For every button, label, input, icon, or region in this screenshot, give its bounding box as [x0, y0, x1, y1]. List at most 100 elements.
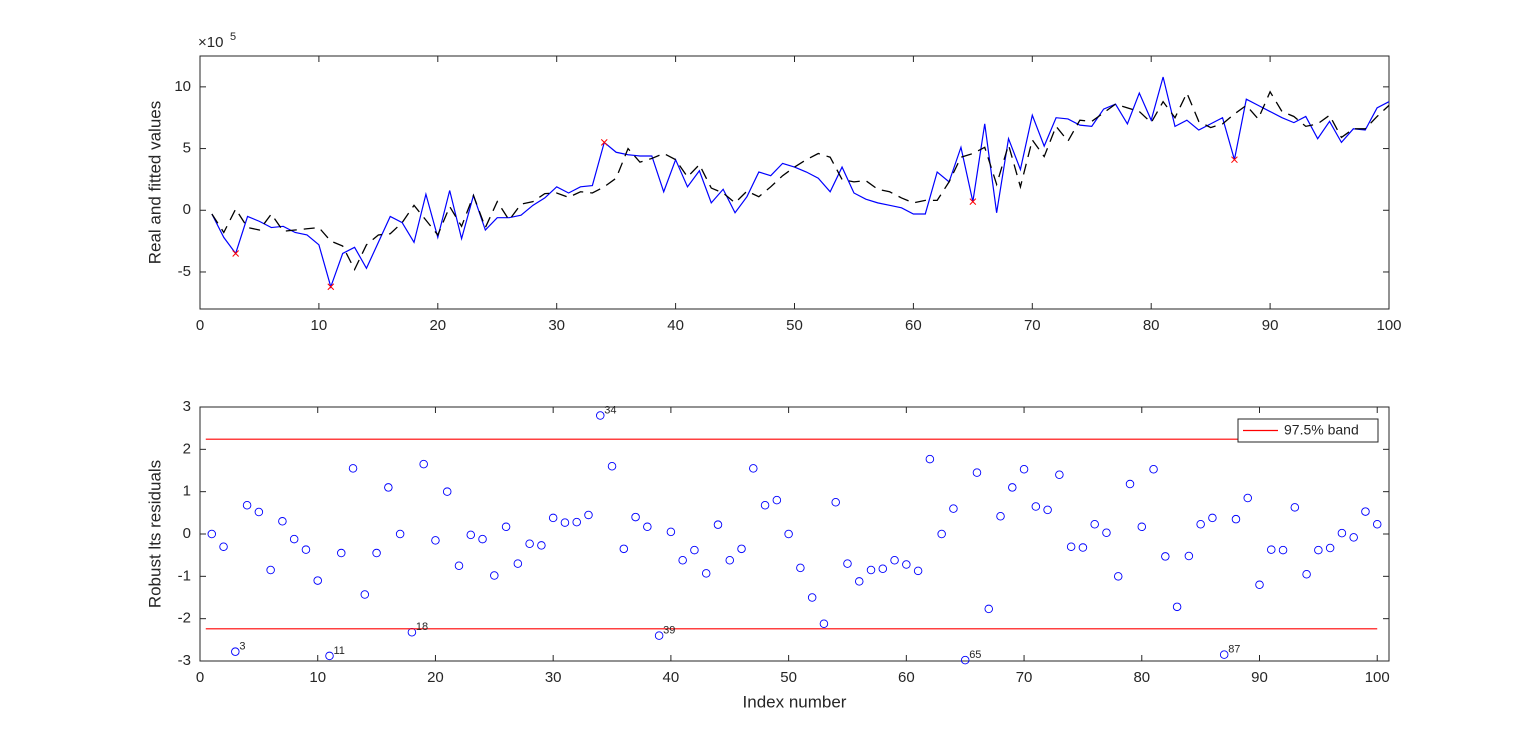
data-point	[513, 559, 523, 568]
data-point	[1361, 507, 1370, 516]
y-tick-label: 0	[183, 525, 191, 542]
data-point	[678, 555, 687, 565]
data-point	[1349, 533, 1358, 542]
x-tick-label: 0	[196, 669, 204, 686]
data-point	[596, 411, 605, 420]
outlier-marker	[232, 250, 240, 257]
x-tick-label: 30	[545, 669, 562, 686]
data-point	[619, 544, 629, 554]
data-point	[1231, 514, 1241, 524]
y-tick-label: -5	[178, 263, 191, 280]
data-point	[725, 555, 735, 565]
data-point	[854, 577, 864, 586]
x-tick-label: 80	[1143, 317, 1160, 334]
point-label: 3	[239, 641, 245, 653]
data-point	[242, 500, 252, 510]
x-tick-label: 0	[196, 317, 204, 334]
y-tick-label: -3	[178, 652, 191, 669]
data-point	[501, 522, 511, 532]
x-tick-label: 60	[898, 669, 915, 686]
data-point	[325, 651, 334, 661]
data-point	[1267, 545, 1276, 554]
data-point	[1219, 650, 1229, 659]
data-line	[211, 90, 1390, 271]
x-tick-label: 100	[1376, 317, 1401, 334]
x-tick-label: 50	[786, 317, 803, 334]
data-point	[1372, 520, 1382, 529]
data-point	[843, 559, 852, 568]
data-point	[548, 513, 558, 523]
data-point	[466, 530, 476, 540]
data-point	[925, 454, 935, 464]
data-point	[784, 529, 793, 539]
data-line	[211, 76, 1390, 289]
data-point	[1255, 580, 1264, 590]
y-tick-label: 3	[183, 398, 191, 415]
data-point	[360, 590, 370, 599]
data-point	[1019, 464, 1029, 474]
y-tick-label: -2	[178, 610, 191, 627]
point-label: 87	[1228, 644, 1240, 656]
data-point	[690, 545, 699, 555]
axes: 0 10 20 30 40 50 60 70 80 90 100 -3 -2 -1 0 1 2 3 Robust l…	[145, 398, 1389, 712]
data-point	[337, 548, 346, 558]
data-point	[231, 647, 240, 656]
data-point	[584, 510, 593, 520]
y-tick-label: 5	[183, 140, 191, 157]
y-tick-label: -1	[178, 567, 191, 584]
data-point	[1290, 503, 1300, 512]
data-point	[878, 564, 888, 573]
data-point	[207, 529, 217, 539]
data-point	[490, 571, 499, 580]
axes: 0 10 20 30 40 50 60 70 80 90 100 -5 0 5 10 Real and fit…	[145, 31, 1401, 334]
data-point	[1184, 551, 1194, 561]
data-point	[807, 593, 817, 602]
data-point	[266, 565, 275, 575]
data-point	[1161, 552, 1170, 561]
data-point	[278, 517, 287, 526]
data-point	[1149, 464, 1158, 474]
data-point	[395, 529, 405, 539]
data-point	[1102, 528, 1111, 537]
outlier-marker	[1231, 156, 1238, 164]
data-point	[772, 495, 782, 505]
data-point	[996, 511, 1005, 521]
data-point	[1314, 545, 1323, 555]
x-tick-label: 90	[1251, 669, 1268, 686]
data-point	[1125, 479, 1135, 489]
data-point	[1043, 505, 1052, 515]
data-point	[1337, 528, 1347, 538]
outlier-marker	[600, 139, 608, 146]
data-point	[902, 560, 911, 569]
data-point	[454, 561, 464, 571]
data-point	[1196, 520, 1205, 529]
data-point	[1325, 543, 1335, 553]
y-tick-label: 10	[174, 78, 191, 95]
data-point	[384, 483, 393, 492]
data-point	[831, 498, 840, 507]
data-point	[572, 517, 581, 527]
data-point	[289, 534, 299, 544]
data-point	[1208, 513, 1217, 523]
data-point	[949, 504, 958, 513]
x-tick-label: 70	[1024, 317, 1041, 334]
data-point	[1090, 520, 1099, 529]
data-point	[760, 500, 770, 510]
x-tick-label: 70	[1016, 669, 1033, 686]
point-label: 65	[969, 649, 981, 661]
x-tick-label: 50	[780, 669, 797, 686]
data-point	[713, 520, 723, 529]
point-label: 18	[416, 621, 428, 633]
outlier-marker	[327, 283, 335, 291]
data-point	[372, 548, 381, 558]
data-point	[937, 529, 946, 539]
point-label: 11	[333, 645, 344, 657]
data-point	[607, 462, 617, 471]
data-point	[313, 576, 322, 585]
x-tick-label: 10	[309, 669, 326, 686]
y-tick-label: 2	[183, 440, 191, 457]
data-point	[643, 522, 652, 532]
data-point	[796, 563, 805, 573]
x-tick-label: 10	[311, 317, 328, 334]
